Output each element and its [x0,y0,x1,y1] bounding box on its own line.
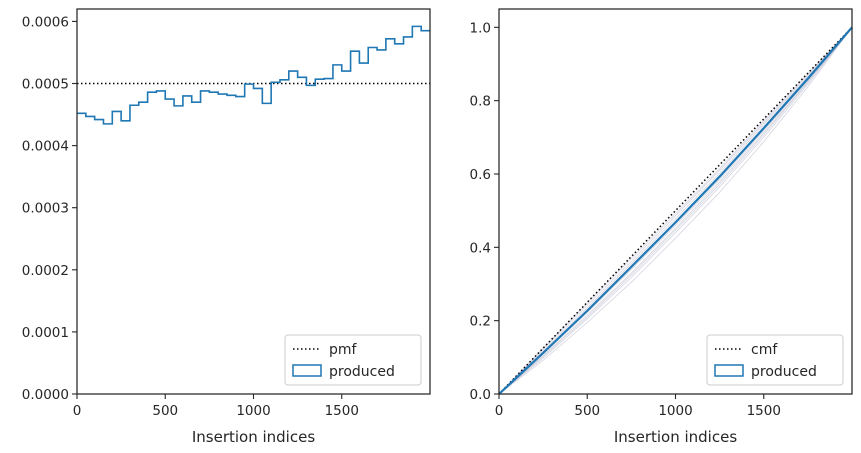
pmf-x-axis-label: Insertion indices [192,428,315,446]
cmf-x-tick-label: 500 [574,403,600,419]
pmf-axes-frame [76,8,431,395]
cmf-legend-label: cmf [751,342,778,358]
pmf-legend-label: produced [329,364,395,380]
pmf-y-tick-label: 0.0004 [22,139,69,155]
pmf-x-tick-label: 0 [73,403,82,419]
cmf-x-axis-label: Insertion indices [614,428,737,446]
cmf-sample-trace [498,27,853,395]
cmf-plot-area [498,26,853,395]
cmf-axis-ticks: 0 500 1000 1500 0.0 0.2 0.4 0.6 0.8 1.0 [470,20,781,419]
cmf-y-tick-label: 0.0 [470,387,491,403]
cmf-legend-label: produced [751,364,817,380]
produced-histogram-step [77,25,430,125]
pmf-y-tick-label: 0.0005 [22,77,69,93]
cmf-y-tick-label: 0.6 [470,167,491,183]
cmf-y-tick-label: 0.4 [470,240,491,256]
cmf-axes-frame [498,8,853,395]
cmf-y-tick-label: 1.0 [470,20,491,36]
pmf-y-tick-label: 0.0006 [22,14,69,30]
pmf-x-tick-label: 1000 [236,403,270,419]
pmf-legend-box [284,334,422,386]
pmf-y-tick-label: 0.0000 [22,387,69,403]
cmf-legend-box [706,334,844,386]
pmf-y-tick-label: 0.0003 [22,201,69,217]
cmf-sample-trace [498,27,853,395]
pmf-y-tick-label: 0.0001 [22,325,69,341]
pmf-y-tick-label: 0.0002 [22,263,69,279]
cmf-sample-trace [498,27,853,395]
cmf-x-tick-label: 0 [495,403,504,419]
cmf-y-tick-label: 0.8 [470,94,491,110]
cmf-sample-trace [498,27,853,395]
cmf-sample-trace [498,27,853,395]
cmf-panel: 0 500 1000 1500 0.0 0.2 0.4 0.6 0.8 1.0 Insertion… [470,8,853,446]
cmf-x-tick-label: 1000 [658,403,692,419]
cmf-sample-trace [498,27,853,395]
cmf-reference-line [498,26,853,395]
cmf-legend: cmf produced [706,334,844,386]
pmf-axis-ticks: 0 500 1000 1500 0.0000 0.0001 0.0002 0.0003 0.00… [22,14,359,419]
cmf-x-tick-label: 1500 [747,403,781,419]
pmf-legend-label: pmf [329,342,358,358]
pmf-x-tick-label: 1500 [325,403,359,419]
pmf-legend-swatch-produced [292,364,322,377]
pmf-legend: pmf produced [284,334,422,386]
pmf-panel: 0 500 1000 1500 0.0000 0.0001 0.0002 0.0003 0.00… [22,8,431,446]
pmf-x-tick-label: 500 [152,403,178,419]
pmf-plot-area [77,25,430,125]
produced-cmf-line [498,26,853,395]
cmf-legend-swatch-produced [714,364,744,377]
cmf-y-tick-label: 0.2 [470,314,491,330]
